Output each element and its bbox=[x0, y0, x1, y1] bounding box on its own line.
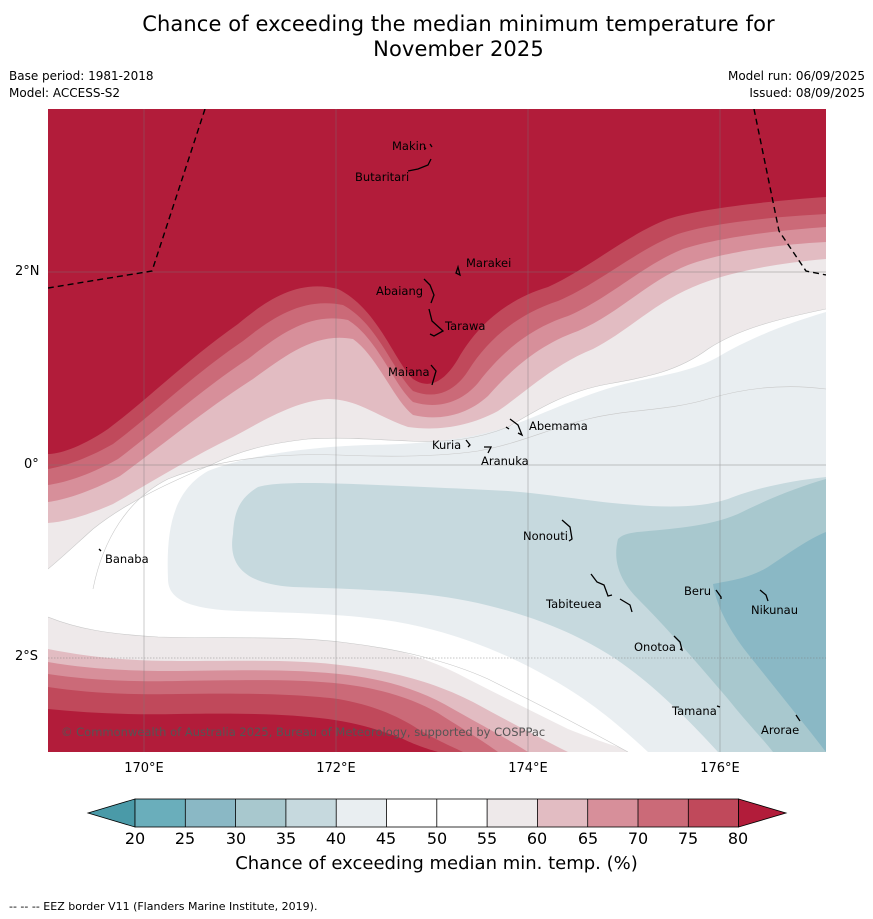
lon-label-172e: 172°E bbox=[316, 761, 356, 776]
lat-label-2n: 2°N bbox=[15, 264, 40, 279]
colorbar-tick-40: 40 bbox=[325, 829, 347, 848]
base-period: Base period: 1981-2018 bbox=[9, 69, 154, 83]
band-25-30 bbox=[713, 532, 826, 752]
label-banaba: Banaba bbox=[105, 552, 149, 566]
map-title: Chance of exceeding the median minimum t… bbox=[0, 12, 873, 62]
lat-label-0: 0° bbox=[24, 457, 39, 472]
lon-label-174e: 174°E bbox=[508, 761, 548, 776]
colorbar-swatch-65-70 bbox=[587, 799, 638, 827]
meta-right: Model run: 06/09/2025 Issued: 08/09/2025 bbox=[728, 68, 865, 102]
colorbar-swatch-30-35 bbox=[235, 799, 286, 827]
label-arorae: Arorae bbox=[761, 723, 799, 737]
colorbar-tick-60: 60 bbox=[526, 829, 548, 848]
label-aranuka: Aranuka bbox=[481, 454, 529, 468]
title-line-2: November 2025 bbox=[373, 37, 544, 61]
label-onotoa: Onotoa bbox=[634, 640, 676, 654]
colorbar-swatch-55-60 bbox=[487, 799, 538, 827]
colorbar-swatch-25-30 bbox=[185, 799, 236, 827]
model-name: Model: ACCESS-S2 bbox=[9, 86, 121, 100]
colorbar-tick-50: 50 bbox=[426, 829, 448, 848]
label-tamana: Tamana bbox=[671, 704, 717, 718]
probability-map: Makin Butaritari Marakei Abaiang Tarawa … bbox=[48, 109, 826, 752]
colorbar-tick-55: 55 bbox=[476, 829, 498, 848]
label-tarawa: Tarawa bbox=[444, 319, 485, 333]
eez-footnote: -- -- -- EEZ border V11 (Flanders Marine… bbox=[9, 900, 318, 913]
colorbar-above-arrow bbox=[738, 798, 788, 828]
label-kuria: Kuria bbox=[432, 438, 461, 452]
copyright-notice: © Commonwealth of Australia 2025, Bureau… bbox=[61, 725, 545, 739]
meta-left: Base period: 1981-2018 Model: ACCESS-S2 bbox=[9, 68, 154, 102]
label-abaiang: Abaiang bbox=[376, 284, 423, 298]
colorbar-tick-75: 75 bbox=[677, 829, 699, 848]
colorbar-swatch-50-55 bbox=[436, 799, 488, 827]
colorbar-swatch-70-75 bbox=[638, 799, 689, 827]
title-line-1: Chance of exceeding the median minimum t… bbox=[142, 12, 775, 36]
label-nikunau: Nikunau bbox=[751, 603, 798, 617]
label-makin: Makin bbox=[392, 139, 426, 153]
map-panel: Makin Butaritari Marakei Abaiang Tarawa … bbox=[48, 109, 826, 752]
lon-label-176e: 176°E bbox=[700, 761, 740, 776]
colorbar-below-arrow bbox=[86, 798, 136, 828]
colorbar-label: Chance of exceeding median min. temp. (%… bbox=[235, 853, 638, 874]
model-run: Model run: 06/09/2025 bbox=[727, 69, 865, 83]
colorbar-swatch-40-45 bbox=[336, 799, 387, 827]
island-outlines bbox=[98, 143, 801, 722]
colorbar-swatch-20-25 bbox=[135, 799, 186, 827]
label-abemama: Abemama bbox=[529, 419, 588, 433]
island-labels: Makin Butaritari Marakei Abaiang Tarawa … bbox=[105, 139, 799, 737]
colorbar-tick-65: 65 bbox=[577, 829, 599, 848]
eez-border bbox=[48, 109, 826, 289]
contour-lines bbox=[48, 308, 826, 752]
band-above-80-bottom bbox=[48, 709, 438, 752]
colorbar-dividers bbox=[134, 798, 739, 828]
colorbar-swatch-75-80 bbox=[688, 799, 739, 827]
colorbar-tick-20: 20 bbox=[124, 829, 146, 848]
lat-label-2s: 2°S bbox=[15, 649, 39, 664]
label-butaritari: Butaritari bbox=[355, 170, 409, 184]
colorbar-swatch-60-65 bbox=[537, 799, 588, 827]
label-tabiteuea: Tabiteuea bbox=[545, 597, 602, 611]
label-beru: Beru bbox=[684, 584, 711, 598]
lon-label-170e: 170°E bbox=[124, 761, 164, 776]
label-nonouti: Nonouti bbox=[523, 529, 568, 543]
colorbar-tick-70: 70 bbox=[627, 829, 649, 848]
colorbar-swatch-35-40 bbox=[285, 799, 337, 827]
issued-date: Issued: 08/09/2025 bbox=[749, 86, 865, 100]
colorbar-tick-30: 30 bbox=[225, 829, 247, 848]
colorbar-tick-80: 80 bbox=[727, 829, 749, 848]
label-maiana: Maiana bbox=[388, 365, 430, 379]
colorbar-tick-45: 45 bbox=[375, 829, 397, 848]
colorbar bbox=[86, 798, 788, 828]
colorbar-tick-25: 25 bbox=[174, 829, 196, 848]
colorbar-tick-35: 35 bbox=[275, 829, 297, 848]
colorbar-swatch-45-50 bbox=[386, 799, 437, 827]
graticule bbox=[48, 109, 826, 752]
label-marakei: Marakei bbox=[466, 256, 511, 270]
